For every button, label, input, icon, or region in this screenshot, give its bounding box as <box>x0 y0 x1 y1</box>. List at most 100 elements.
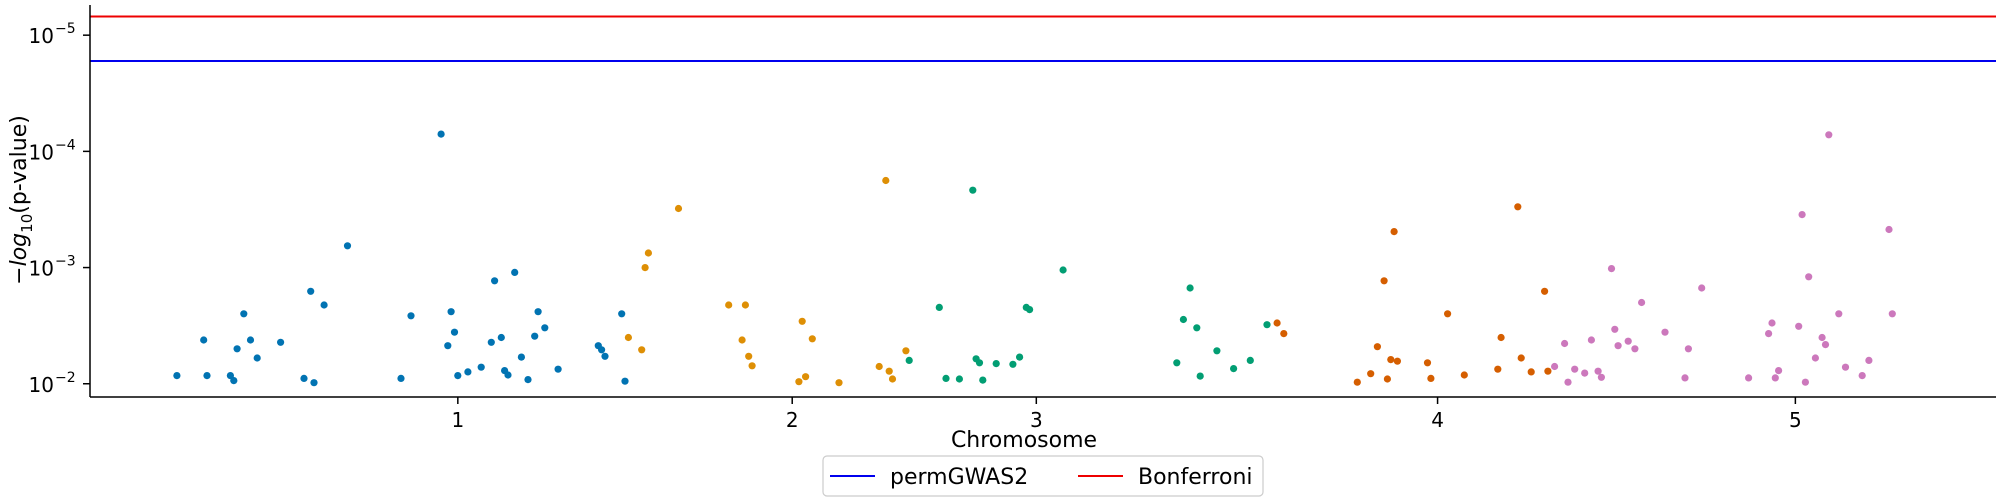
data-point-chr5 <box>1638 298 1646 307</box>
data-point-chr3 <box>1026 306 1034 314</box>
data-point-chr5 <box>1795 322 1803 330</box>
data-point-chr4 <box>1387 356 1395 364</box>
data-point-chr3 <box>992 360 1000 368</box>
data-point-chr2 <box>835 379 843 387</box>
data-point-chr3 <box>955 375 964 383</box>
data-point-chr1 <box>200 336 208 344</box>
data-point-chr4 <box>1353 378 1361 386</box>
y-tick-label: 10 <box>29 373 54 397</box>
data-point-chr5 <box>1771 374 1779 382</box>
data-point-chr1 <box>524 376 532 384</box>
data-point-chr5 <box>1801 378 1809 386</box>
data-point-chr5 <box>1775 367 1783 375</box>
data-point-chr3 <box>942 374 950 382</box>
data-point-chr1 <box>253 354 261 362</box>
data-point-chr5 <box>1825 131 1833 139</box>
data-point-chr2 <box>795 378 803 386</box>
data-point-chr5 <box>1631 345 1639 353</box>
data-point-chr1 <box>447 308 455 316</box>
y-tick-label: 10 <box>29 140 54 164</box>
data-point-chr2 <box>882 176 890 185</box>
data-point-chr1 <box>554 365 562 373</box>
data-point-chr4 <box>1514 203 1522 211</box>
data-point-chr3 <box>1196 372 1204 380</box>
data-point-chr3 <box>1179 315 1187 324</box>
data-point-chr3 <box>979 376 987 384</box>
y-tick-exponent: −4 <box>55 137 76 153</box>
data-point-chr5 <box>1684 345 1692 353</box>
data-point-chr1 <box>397 374 405 382</box>
data-point-chr1 <box>601 352 609 360</box>
data-point-chr2 <box>808 335 816 343</box>
data-point-chr5 <box>1805 273 1813 281</box>
data-point-chr1 <box>531 332 539 340</box>
data-point-chr1 <box>477 363 485 371</box>
data-point-chr1 <box>437 130 445 138</box>
data-point-chr5 <box>1551 362 1559 371</box>
data-point-chr2 <box>624 333 633 342</box>
data-point-chr5 <box>1571 365 1579 373</box>
data-point-chr3 <box>1009 360 1017 368</box>
x-tick-label: 2 <box>786 408 799 432</box>
x-tick-label: 5 <box>1789 408 1802 432</box>
data-point-chr4 <box>1390 228 1398 236</box>
data-point-chr5 <box>1835 310 1843 318</box>
data-point-chr1 <box>233 345 241 353</box>
data-point-chr2 <box>745 352 753 360</box>
y-tick-label: 10 <box>29 24 54 48</box>
data-point-chr4 <box>1280 330 1288 338</box>
data-point-chr1 <box>454 372 462 380</box>
data-point-chr5 <box>1745 374 1753 382</box>
data-point-chr2 <box>638 346 646 354</box>
data-point-chr5 <box>1661 328 1669 336</box>
data-point-chr1 <box>230 377 238 385</box>
data-point-chr5 <box>1765 330 1773 338</box>
data-point-chr1 <box>487 338 495 346</box>
data-point-chr4 <box>1380 277 1388 285</box>
data-point-chr4 <box>1517 354 1525 362</box>
data-point-chr5 <box>1798 211 1806 219</box>
x-axis-label: Chromosome <box>951 428 1097 453</box>
data-point-chr5 <box>1865 356 1873 364</box>
data-point-chr5 <box>1885 225 1893 234</box>
data-point-chr1 <box>343 242 352 250</box>
x-tick-label: 1 <box>451 408 464 432</box>
data-point-chr1 <box>504 371 512 379</box>
data-point-chr3 <box>1193 324 1201 332</box>
data-point-chr3 <box>1186 284 1194 292</box>
data-point-chr5 <box>1841 363 1850 371</box>
data-point-chr5 <box>1564 378 1572 386</box>
data-point-chr2 <box>738 336 746 344</box>
data-point-chr1 <box>320 301 328 309</box>
data-point-chr1 <box>310 379 318 387</box>
data-point-chr4 <box>1383 375 1391 383</box>
data-point-chr5 <box>1698 284 1706 292</box>
data-point-chr2 <box>741 301 750 309</box>
data-point-chr2 <box>902 347 910 355</box>
data-point-chr2 <box>798 317 806 325</box>
data-point-chr2 <box>641 264 649 272</box>
data-point-chr3 <box>1213 347 1221 355</box>
data-point-chr1 <box>246 336 255 344</box>
data-point-chr2 <box>748 362 756 370</box>
data-point-chr5 <box>1587 336 1595 344</box>
data-point-chr1 <box>444 342 452 350</box>
data-point-chr1 <box>618 310 626 318</box>
data-point-chr1 <box>464 368 472 376</box>
data-point-chr1 <box>621 377 629 385</box>
data-point-chr1 <box>511 268 519 276</box>
data-point-chr1 <box>450 328 459 336</box>
data-point-chr3 <box>905 356 913 364</box>
data-point-chr2 <box>802 373 810 381</box>
data-point-chr5 <box>1821 341 1830 349</box>
data-point-chr4 <box>1494 365 1502 373</box>
data-point-chr5 <box>1607 265 1616 273</box>
data-point-chr1 <box>173 372 181 380</box>
data-point-chr3 <box>1016 353 1024 361</box>
data-point-chr5 <box>1888 310 1896 318</box>
legend-label-permgwas2: permGWAS2 <box>890 465 1028 490</box>
data-point-chr4 <box>1367 370 1375 378</box>
y-tick-label: 10 <box>29 257 54 281</box>
data-point-chr3 <box>935 303 943 311</box>
